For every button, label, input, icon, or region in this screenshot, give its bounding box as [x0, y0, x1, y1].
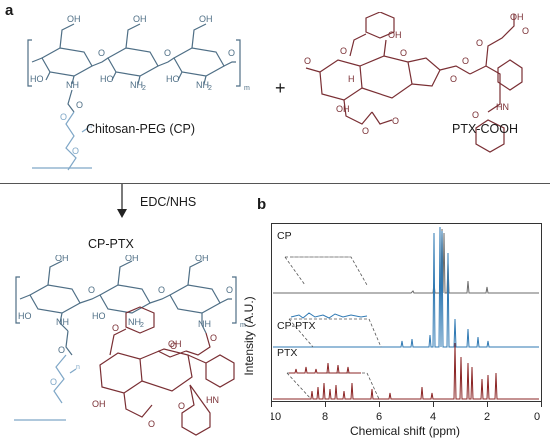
y-axis-label: Intensity (A.U.): [242, 296, 256, 376]
x-tick-label: 0: [534, 411, 540, 423]
product-label: CP-PTX: [88, 237, 134, 251]
section-divider: [0, 183, 550, 184]
spectrum-cp-ptx: CP-PTX: [273, 226, 539, 348]
svg-text:OH: OH: [195, 255, 209, 263]
x-tick-label: 2: [484, 411, 490, 423]
svg-text:OH: OH: [199, 14, 213, 24]
svg-text:O: O: [340, 46, 347, 56]
spectrum-label-ptx: PTX: [277, 347, 297, 359]
reactant1-label: Chitosan-PEG (CP): [86, 122, 196, 136]
svg-text:O: O: [50, 377, 57, 387]
plot-frame: [271, 223, 542, 402]
nmr-plot: 10 8 6 4 2 0 CP CP-PTX PTX: [271, 223, 542, 423]
svg-text:HO: HO: [100, 74, 114, 84]
svg-text:NH: NH: [198, 319, 211, 329]
svg-text:m: m: [244, 85, 250, 92]
svg-text:OH: OH: [168, 339, 182, 349]
x-tick-label: 8: [322, 411, 328, 423]
ptx-cooh-structure: OH O O O O OH O O O OH O O HN O H: [304, 12, 529, 153]
svg-text:O: O: [392, 116, 399, 126]
panel-a-label: a: [5, 2, 14, 19]
svg-text:n: n: [76, 364, 80, 371]
svg-text:2: 2: [208, 85, 212, 92]
svg-text:NH: NH: [66, 80, 79, 90]
svg-text:O: O: [178, 401, 185, 411]
svg-text:HO: HO: [166, 74, 180, 84]
spectrum-label-cp-ptx: CP-PTX: [277, 320, 316, 332]
svg-text:O: O: [226, 285, 233, 295]
svg-text:m: m: [240, 322, 246, 329]
svg-text:HO: HO: [92, 311, 106, 321]
reaction-arrow: [117, 184, 127, 218]
svg-text:2: 2: [142, 85, 146, 92]
svg-text:O: O: [76, 100, 83, 110]
svg-text:OH: OH: [67, 14, 81, 24]
svg-text:HO: HO: [18, 311, 32, 321]
svg-text:NH: NH: [56, 317, 69, 327]
spectrum-ptx: PTX: [273, 342, 539, 400]
plus-sign: +: [275, 78, 286, 98]
svg-text:OH: OH: [336, 104, 350, 114]
svg-text:O: O: [112, 323, 119, 333]
svg-text:O: O: [170, 341, 177, 351]
x-tick-label: 6: [376, 411, 382, 423]
spectrum-cp: CP: [273, 228, 539, 294]
svg-text:O: O: [304, 56, 311, 66]
svg-text:OH: OH: [510, 12, 524, 22]
svg-text:NH: NH: [128, 317, 141, 327]
svg-text:O: O: [472, 110, 479, 120]
svg-text:OH: OH: [388, 30, 402, 40]
svg-text:OH: OH: [92, 399, 106, 409]
reactant2-label: PTX-COOH: [452, 122, 518, 136]
svg-text:O: O: [400, 48, 407, 58]
svg-text:H: H: [348, 74, 355, 84]
svg-text:HN: HN: [206, 395, 219, 405]
svg-text:O: O: [164, 48, 171, 58]
svg-text:OH: OH: [133, 14, 147, 24]
svg-text:NH: NH: [130, 80, 143, 90]
svg-text:O: O: [98, 48, 105, 58]
svg-text:O: O: [228, 48, 235, 58]
svg-text:O: O: [158, 285, 165, 295]
svg-text:O: O: [72, 146, 79, 156]
svg-text:HN: HN: [496, 102, 509, 112]
svg-text:OH: OH: [125, 255, 139, 263]
svg-text:O: O: [362, 126, 369, 136]
svg-text:OH: OH: [55, 255, 69, 263]
x-tick-label: 10: [271, 411, 281, 423]
svg-text:O: O: [450, 74, 457, 84]
svg-text:O: O: [462, 56, 469, 66]
svg-text:O: O: [58, 345, 65, 355]
svg-text:O: O: [210, 333, 217, 343]
spectrum-label-cp: CP: [277, 230, 292, 242]
svg-text:O: O: [148, 419, 155, 429]
cp-ptx-structure: OH OH OH O O O HO NH HO NH 2 NH m O n O …: [14, 255, 246, 436]
panel-b-label: b: [257, 196, 267, 213]
svg-text:NH: NH: [196, 80, 209, 90]
svg-text:O: O: [88, 285, 95, 295]
reagent-label: EDC/NHS: [140, 195, 197, 209]
chitosan-peg-structure: OH OH OH O O O HO NH HO NH 2 HO NH 2 m O…: [27, 14, 250, 171]
svg-text:HO: HO: [30, 74, 44, 84]
svg-text:n: n: [88, 123, 92, 130]
svg-text:2: 2: [140, 322, 144, 329]
svg-text:O: O: [60, 112, 67, 122]
x-axis-label: Chemical shift (ppm): [350, 424, 461, 438]
svg-text:O: O: [476, 38, 483, 48]
svg-text:O: O: [522, 26, 529, 36]
x-tick-label: 4: [430, 411, 436, 423]
